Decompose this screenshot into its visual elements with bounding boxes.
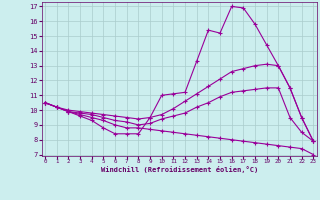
X-axis label: Windchill (Refroidissement éolien,°C): Windchill (Refroidissement éolien,°C) — [100, 166, 258, 173]
